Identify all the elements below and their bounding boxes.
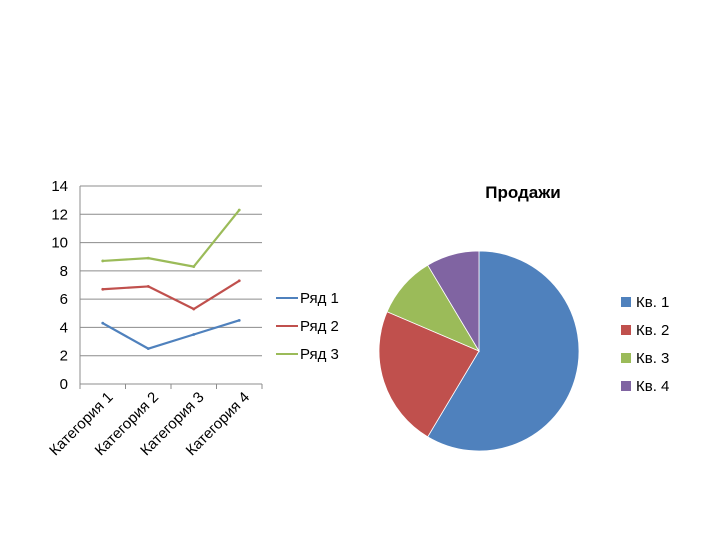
pie-slice-4 <box>427 250 480 353</box>
pie-chart: Продажи Кв. 1 Кв. 2 Кв. 3 Кв. 4 <box>378 183 669 452</box>
series-3-point-2 <box>146 256 150 260</box>
pie-chart-title: Продажи <box>485 183 561 202</box>
y-tick-label-14: 14 <box>51 178 68 195</box>
line-chart-y-tick-labels: 0 2 4 6 8 10 12 14 <box>51 178 68 393</box>
series-2-point-4 <box>237 279 241 283</box>
pie-legend-label-3: Кв. 3 <box>636 350 669 367</box>
y-tick-label-6: 6 <box>60 291 68 308</box>
legend-label-series-3: Ряд 3 <box>300 346 339 363</box>
series-line-2 <box>102 279 240 311</box>
pie-legend-label-4: Кв. 4 <box>636 378 669 395</box>
series-3-point-3 <box>192 265 196 269</box>
y-tick-label-0: 0 <box>60 376 68 393</box>
pie-slice-1 <box>427 250 580 452</box>
legend-label-series-2: Ряд 2 <box>300 318 339 335</box>
series-1-point-1 <box>101 321 105 325</box>
series-1-point-4 <box>237 318 241 322</box>
series-3-point-4 <box>237 208 241 212</box>
series-3-point-1 <box>101 259 105 263</box>
y-tick-label-8: 8 <box>60 263 68 280</box>
pie-slice-2 <box>378 311 480 438</box>
series-line-3 <box>102 209 241 268</box>
pie-legend-swatch-3 <box>621 353 631 363</box>
pie-chart-slices <box>378 250 580 452</box>
series-2-point-3 <box>192 307 196 311</box>
y-tick-label-2: 2 <box>60 348 68 365</box>
pie-legend-swatch-4 <box>621 381 631 391</box>
series-2-point-2 <box>146 285 150 288</box>
series-1-point-2 <box>146 347 150 351</box>
y-tick-label-10: 10 <box>51 235 68 252</box>
y-tick-label-4: 4 <box>60 319 68 336</box>
legend-label-series-1: Ряд 1 <box>300 290 339 307</box>
pie-legend-label-1: Кв. 1 <box>636 294 669 311</box>
series-line-1 <box>102 319 240 350</box>
series-1-point-3 <box>192 333 196 336</box>
pie-legend-swatch-1 <box>621 297 631 307</box>
y-tick-label-12: 12 <box>51 206 68 223</box>
line-chart-legend: Ряд 1 Ряд 2 Ряд 3 <box>276 290 339 363</box>
pie-chart-legend: Кв. 1 Кв. 2 Кв. 3 Кв. 4 <box>621 294 669 395</box>
pie-legend-swatch-2 <box>621 325 631 335</box>
series-2-point-1 <box>101 287 105 291</box>
pie-legend-label-2: Кв. 2 <box>636 322 669 339</box>
line-chart-series <box>101 208 241 351</box>
